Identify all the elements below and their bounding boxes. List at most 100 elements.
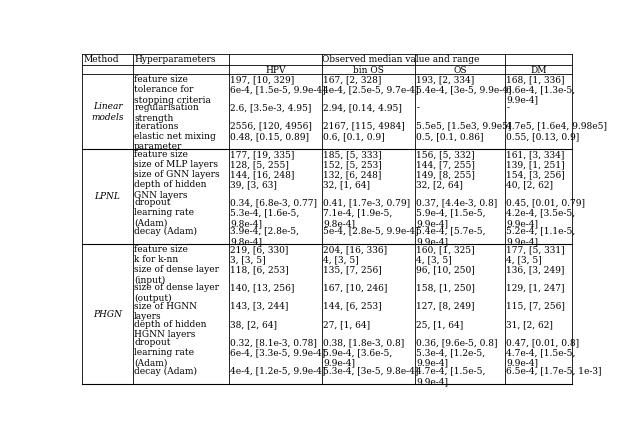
Text: 127, [8, 249]: 127, [8, 249] xyxy=(417,302,475,311)
Text: 193, [2, 334]: 193, [2, 334] xyxy=(417,75,475,84)
Text: 167, [10, 246]: 167, [10, 246] xyxy=(323,283,388,293)
Text: PHGN: PHGN xyxy=(93,309,122,319)
Text: 32, [2, 64]: 32, [2, 64] xyxy=(417,180,463,189)
Text: 6e-4, [3.3e-5, 9.9e-4]: 6e-4, [3.3e-5, 9.9e-4] xyxy=(230,348,326,357)
Text: 197, [10, 329]: 197, [10, 329] xyxy=(230,75,294,84)
Text: 204, [16, 336]: 204, [16, 336] xyxy=(323,245,387,254)
Text: 5e-4, [2.8e-5, 9.9e-4]: 5e-4, [2.8e-5, 9.9e-4] xyxy=(323,227,419,236)
Text: 132, [6, 248]: 132, [6, 248] xyxy=(323,170,381,179)
Text: 40, [2, 62]: 40, [2, 62] xyxy=(506,180,553,189)
Text: learning rate
(Adam): learning rate (Adam) xyxy=(134,348,195,368)
Text: 154, [3, 256]: 154, [3, 256] xyxy=(506,170,565,179)
Text: 4.7e-4, [1.5e-5,
9.9e-4]: 4.7e-4, [1.5e-5, 9.9e-4] xyxy=(417,366,486,386)
Text: decay (Adam): decay (Adam) xyxy=(134,227,197,236)
Text: 0.41, [1.7e-3, 0.79]: 0.41, [1.7e-3, 0.79] xyxy=(323,198,410,207)
Text: elastic net mixing
parameter: elastic net mixing parameter xyxy=(134,132,216,151)
Text: 152, [5, 253]: 152, [5, 253] xyxy=(323,160,382,169)
Text: 5.3e-4, [1.6e-5,
9.8e-4]: 5.3e-4, [1.6e-5, 9.8e-4] xyxy=(230,208,300,228)
Text: 160, [1, 325]: 160, [1, 325] xyxy=(417,245,475,254)
Text: size of GNN layers: size of GNN layers xyxy=(134,170,220,179)
Text: 4, [3, 5]: 4, [3, 5] xyxy=(417,255,452,264)
Text: 0.47, [0.01, 0.8]: 0.47, [0.01, 0.8] xyxy=(506,338,579,347)
Text: 5.3e-4, [1.2e-5,
9.9e-4]: 5.3e-4, [1.2e-5, 9.9e-4] xyxy=(417,348,486,368)
Text: 4e-4, [1.2e-5, 9.9e-4]: 4e-4, [1.2e-5, 9.9e-4] xyxy=(230,366,326,375)
Text: 144, [6, 253]: 144, [6, 253] xyxy=(323,302,382,311)
Text: Hyperparameters: Hyperparameters xyxy=(134,55,216,64)
Text: depth of hidden
HGNN layers: depth of hidden HGNN layers xyxy=(134,320,207,339)
Text: decay (Adam): decay (Adam) xyxy=(134,366,197,375)
Text: 177, [19, 335]: 177, [19, 335] xyxy=(230,150,295,159)
Text: 6.6e-4, [1.3e-5,
9.9e-4]: 6.6e-4, [1.3e-5, 9.9e-4] xyxy=(506,85,575,105)
Text: Observed median value and range: Observed median value and range xyxy=(322,55,479,64)
Text: 2167, [115, 4984]: 2167, [115, 4984] xyxy=(323,122,405,131)
Text: 5.9e-4, [3.6e-5,
9.9e-4]: 5.9e-4, [3.6e-5, 9.9e-4] xyxy=(323,348,392,368)
Text: size of dense layer
(input): size of dense layer (input) xyxy=(134,265,220,285)
Text: feature size: feature size xyxy=(134,245,188,254)
Text: 144, [16, 248]: 144, [16, 248] xyxy=(230,170,295,179)
Text: 0.5, [0.1, 0.86]: 0.5, [0.1, 0.86] xyxy=(417,132,484,141)
Text: 149, [8, 255]: 149, [8, 255] xyxy=(417,170,476,179)
Text: 3.9e-4, [2.8e-5,
9.8e-4]: 3.9e-4, [2.8e-5, 9.8e-4] xyxy=(230,227,300,246)
Text: 96, [10, 250]: 96, [10, 250] xyxy=(417,265,475,274)
Text: size of HGNN
layers: size of HGNN layers xyxy=(134,302,197,321)
Text: 25, [1, 64]: 25, [1, 64] xyxy=(417,320,463,329)
Text: 128, [5, 255]: 128, [5, 255] xyxy=(230,160,289,169)
Text: 31, [2, 62]: 31, [2, 62] xyxy=(506,320,553,329)
Text: 219, [6, 330]: 219, [6, 330] xyxy=(230,245,289,254)
Text: k for k-nn: k for k-nn xyxy=(134,255,179,264)
Text: 5.4e-4, [5.7e-5,
9.9e-4]: 5.4e-4, [5.7e-5, 9.9e-4] xyxy=(417,227,486,246)
Text: feature size: feature size xyxy=(134,75,188,84)
Text: Method: Method xyxy=(84,55,120,64)
Text: 4, [3, 5]: 4, [3, 5] xyxy=(323,255,359,264)
Text: 143, [3, 244]: 143, [3, 244] xyxy=(230,302,289,311)
Text: 161, [3, 334]: 161, [3, 334] xyxy=(506,150,564,159)
Text: feature size: feature size xyxy=(134,150,188,159)
Text: 3, [3, 5]: 3, [3, 5] xyxy=(230,255,266,264)
Text: 5.5e5, [1.5e3, 9.9e5]: 5.5e5, [1.5e3, 9.9e5] xyxy=(417,122,512,131)
Text: 139, [1, 251]: 139, [1, 251] xyxy=(506,160,565,169)
Text: 0.6, [0.1, 0.9]: 0.6, [0.1, 0.9] xyxy=(323,132,385,141)
Text: 0.55, [0.13, 0.9]: 0.55, [0.13, 0.9] xyxy=(506,132,579,141)
Text: -: - xyxy=(506,103,509,112)
Text: 0.38, [1.8e-3, 0.8]: 0.38, [1.8e-3, 0.8] xyxy=(323,338,404,347)
Text: 39, [3, 63]: 39, [3, 63] xyxy=(230,180,277,189)
Text: 5.9e-4, [1.5e-5,
9.9e-4]: 5.9e-4, [1.5e-5, 9.9e-4] xyxy=(417,208,486,228)
Text: 2.6, [3.5e-3, 4.95]: 2.6, [3.5e-3, 4.95] xyxy=(230,103,312,112)
Text: 32, [1, 64]: 32, [1, 64] xyxy=(323,180,371,189)
Text: size of MLP layers: size of MLP layers xyxy=(134,160,218,169)
Text: 2.94, [0.14, 4.95]: 2.94, [0.14, 4.95] xyxy=(323,103,402,112)
Text: dropout: dropout xyxy=(134,338,171,347)
Text: 4.2e-4, [3.5e-5,
9.9e-4]: 4.2e-4, [3.5e-5, 9.9e-4] xyxy=(506,208,575,228)
Text: 4, [3, 5]: 4, [3, 5] xyxy=(506,255,542,264)
Text: 167, [2, 328]: 167, [2, 328] xyxy=(323,75,381,84)
Text: 6e-4, [1.5e-5, 9.9e-4]: 6e-4, [1.5e-5, 9.9e-4] xyxy=(230,85,326,94)
Text: tolerance for
stopping criteria: tolerance for stopping criteria xyxy=(134,85,211,105)
Text: bin OS: bin OS xyxy=(353,66,384,75)
Text: HPV: HPV xyxy=(265,66,285,75)
Text: Linear
models: Linear models xyxy=(92,102,124,122)
Text: learning rate
(Adam): learning rate (Adam) xyxy=(134,208,195,228)
Text: DM: DM xyxy=(530,66,547,75)
Text: 168, [1, 336]: 168, [1, 336] xyxy=(506,75,564,84)
Text: 129, [1, 247]: 129, [1, 247] xyxy=(506,283,564,293)
Text: dropout: dropout xyxy=(134,198,171,207)
Text: depth of hidden
GNN layers: depth of hidden GNN layers xyxy=(134,180,207,200)
Text: 7.1e-4, [1.9e-5,
9.8e-4]: 7.1e-4, [1.9e-5, 9.8e-4] xyxy=(323,208,392,228)
Text: -: - xyxy=(417,103,419,112)
Text: 144, [7, 255]: 144, [7, 255] xyxy=(417,160,476,169)
Text: 0.37, [4.4e-3, 0.8]: 0.37, [4.4e-3, 0.8] xyxy=(417,198,498,207)
Text: 0.36, [9.6e-5, 0.8]: 0.36, [9.6e-5, 0.8] xyxy=(417,338,498,347)
Text: 177, [5, 331]: 177, [5, 331] xyxy=(506,245,565,254)
Text: size of dense layer
(output): size of dense layer (output) xyxy=(134,283,220,303)
Text: OS: OS xyxy=(453,66,467,75)
Text: 5.4e-4, [3e-5, 9.9e-4]: 5.4e-4, [3e-5, 9.9e-4] xyxy=(417,85,512,94)
Text: 0.34, [6.8e-3, 0.77]: 0.34, [6.8e-3, 0.77] xyxy=(230,198,317,207)
Text: 4.7e-4, [1.5e-5,
9.9e-4]: 4.7e-4, [1.5e-5, 9.9e-4] xyxy=(506,348,575,368)
Text: 5.2e-4, [1.1e-5,
9.9e-4]: 5.2e-4, [1.1e-5, 9.9e-4] xyxy=(506,227,575,246)
Text: 27, [1, 64]: 27, [1, 64] xyxy=(323,320,371,329)
Text: 0.48, [0.15, 0.89]: 0.48, [0.15, 0.89] xyxy=(230,132,309,141)
Text: 0.45, [0.01, 0.79]: 0.45, [0.01, 0.79] xyxy=(506,198,585,207)
Text: 2556, [120, 4956]: 2556, [120, 4956] xyxy=(230,122,312,131)
Text: 5.3e-4, [3e-5, 9.8e-4]: 5.3e-4, [3e-5, 9.8e-4] xyxy=(323,366,419,375)
Text: 140, [13, 256]: 140, [13, 256] xyxy=(230,283,295,293)
